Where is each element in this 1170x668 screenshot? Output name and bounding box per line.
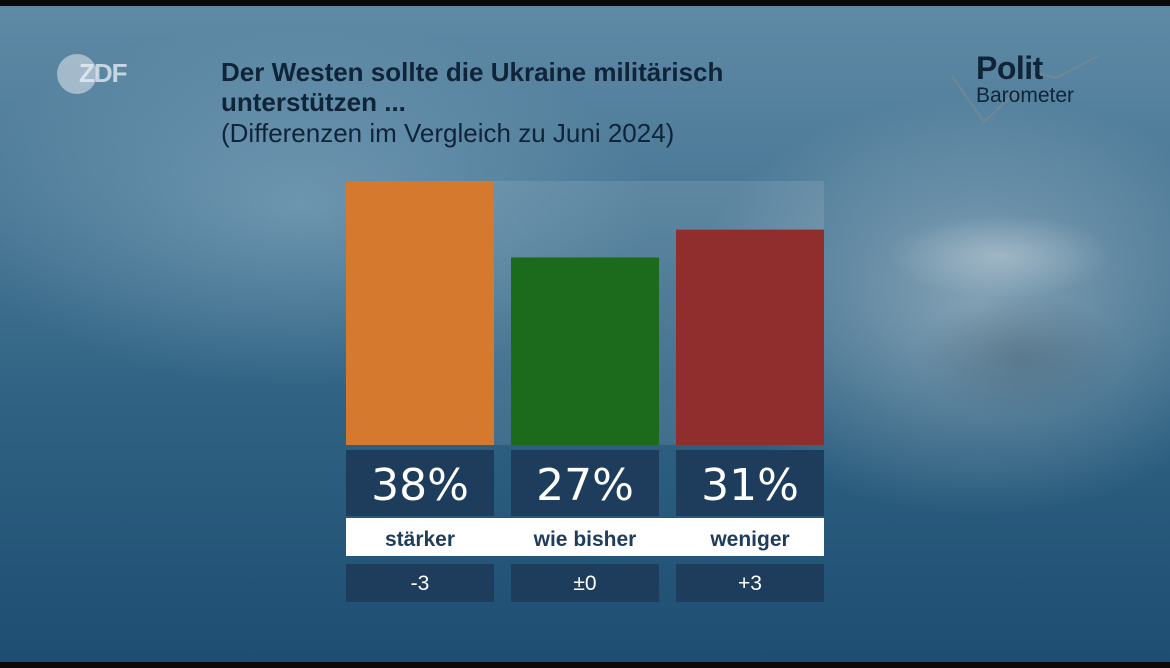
category-label-1: wie bisher bbox=[533, 528, 637, 551]
background-tank-image bbox=[830, 146, 1170, 446]
bar-0 bbox=[346, 181, 494, 445]
letterbox-bottom bbox=[0, 662, 1170, 668]
value-box-2 bbox=[676, 450, 824, 516]
category-label-strip bbox=[346, 518, 824, 556]
politbarometer-logo: Polit Barometer bbox=[948, 50, 1108, 130]
checkmark-icon bbox=[951, 55, 1099, 124]
difference-box-2 bbox=[676, 564, 824, 602]
bar-2 bbox=[676, 229, 824, 445]
letterbox-top bbox=[0, 0, 1170, 6]
politbarometer-line-2: Barometer bbox=[976, 84, 1075, 107]
value-label-1: 27% bbox=[536, 460, 634, 511]
value-label-0: 38% bbox=[371, 460, 469, 511]
bar-1 bbox=[511, 257, 659, 445]
chart-title-block: Der Westen sollte die Ukraine militärisc… bbox=[221, 57, 841, 149]
difference-label-0: -3 bbox=[411, 572, 430, 595]
chart-title-line-2: unterstützen ... bbox=[221, 87, 406, 117]
difference-box-1 bbox=[511, 564, 659, 602]
difference-label-1: ±0 bbox=[573, 572, 596, 595]
politbarometer-line-1: Polit bbox=[976, 50, 1043, 86]
value-box-0 bbox=[346, 450, 494, 516]
zdf-logo-text: ZDF bbox=[79, 58, 128, 88]
zdf-logo: ZDF bbox=[57, 54, 133, 94]
chart-title-line-1: Der Westen sollte die Ukraine militärisc… bbox=[221, 57, 724, 87]
difference-box-0 bbox=[346, 564, 494, 602]
chart-subtitle: (Differenzen im Vergleich zu Juni 2024) bbox=[221, 118, 675, 148]
category-label-0: stärker bbox=[385, 528, 455, 551]
value-label-2: 31% bbox=[701, 460, 799, 511]
zdf-logo-circle-icon bbox=[57, 54, 97, 94]
value-box-1 bbox=[511, 450, 659, 516]
category-label-2: weniger bbox=[709, 528, 789, 551]
difference-label-2: +3 bbox=[738, 572, 762, 595]
